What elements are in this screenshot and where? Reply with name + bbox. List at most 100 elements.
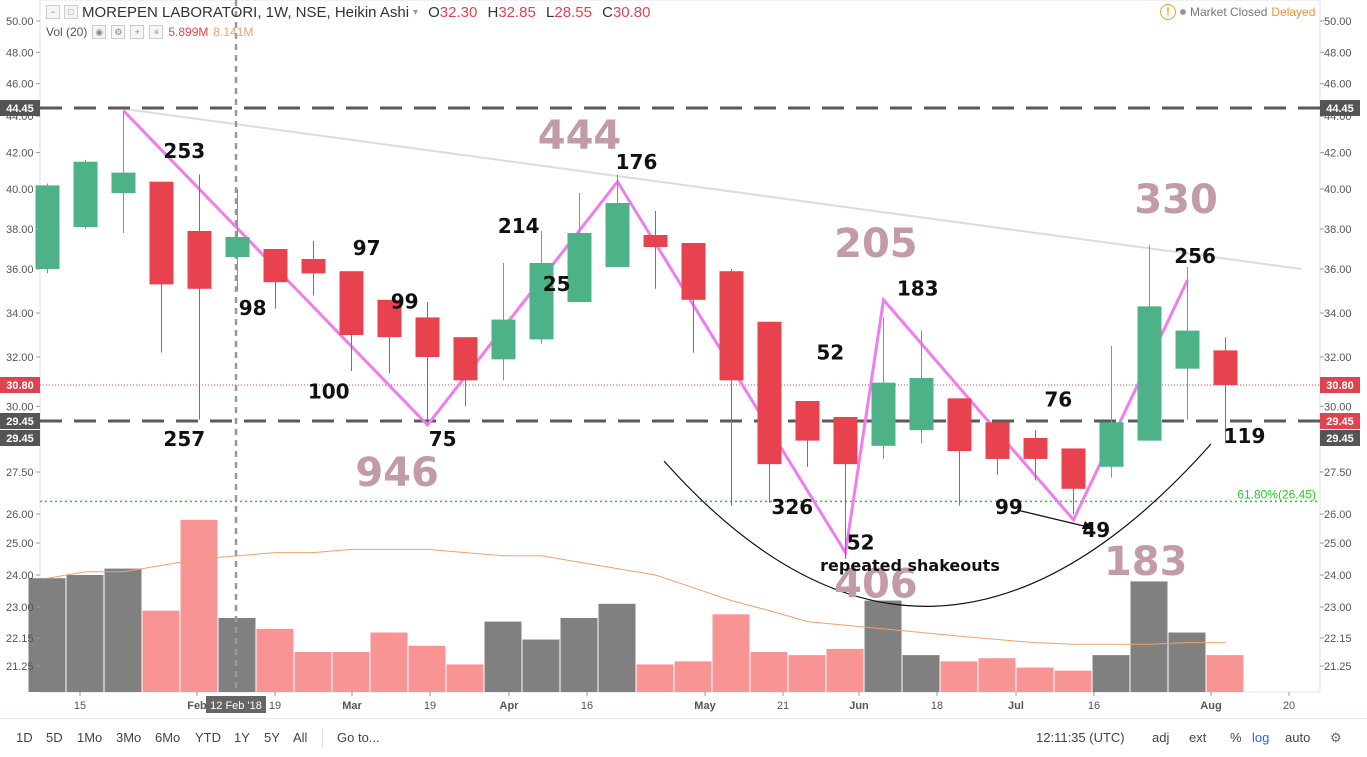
gear-icon[interactable]: ⚙ (111, 25, 126, 39)
candle-body (1061, 448, 1086, 489)
x-tick-label: Feb (187, 700, 207, 712)
volume-bar (1206, 655, 1244, 692)
volume-value-2: 8.141M (213, 25, 254, 39)
price-tick-right: 40.00 (1324, 184, 1352, 196)
candle-body (795, 401, 820, 441)
maximize-icon[interactable]: □ (64, 5, 78, 19)
volume-bar (902, 655, 940, 692)
volume-bar (674, 661, 712, 692)
volume-bar (1054, 670, 1092, 692)
volume-bar (1016, 667, 1054, 692)
range-6mo[interactable]: 6Mo (155, 730, 181, 745)
x-tick-label: Jul (1008, 700, 1024, 712)
candle-body (947, 398, 972, 452)
range-1y[interactable]: 1Y (234, 730, 250, 745)
candle-body (491, 319, 516, 360)
volume-bar (522, 639, 560, 692)
price-tick-left: 36.00 (6, 264, 34, 276)
eye-icon[interactable]: ◉ (92, 25, 107, 39)
count-label: 52 (816, 340, 844, 364)
volume-bar (978, 658, 1016, 692)
warning-icon[interactable]: ! (1160, 4, 1176, 20)
log-toggle[interactable]: log (1252, 730, 1270, 745)
ext-toggle[interactable]: ext (1189, 730, 1207, 745)
range-ytd[interactable]: YTD (195, 730, 221, 745)
goto-button[interactable]: Go to... (337, 730, 380, 745)
x-tick-label: 18 (931, 700, 943, 712)
candle-body (1099, 422, 1124, 467)
candle-body (35, 185, 60, 269)
volume-bar (1130, 581, 1168, 692)
volume-label[interactable]: Vol (20) (46, 25, 88, 39)
volume-ma-line (47, 548, 1226, 645)
range-5d[interactable]: 5D (46, 730, 63, 745)
range-all[interactable]: All (293, 730, 308, 745)
x-tick-label: 15 (74, 700, 86, 712)
candle-body (1175, 330, 1200, 369)
candle-body (643, 235, 668, 247)
volume-bar (940, 661, 978, 692)
percent-toggle[interactable]: % (1230, 730, 1242, 745)
settings-gear-icon[interactable]: ⚙ (1330, 730, 1342, 745)
candle-body (909, 378, 934, 431)
level-tag-bg (0, 430, 40, 446)
count-label: 183 (897, 276, 939, 300)
candle-body (301, 259, 326, 274)
chart-header: − □ MOREPEN LABORATORI, 1W, NSE, Heikin … (46, 2, 650, 22)
volume-legend: Vol (20) ◉ ⚙ + × 5.899M 8.141M (46, 24, 253, 40)
level-tag-bg (0, 413, 40, 429)
volume-bar (256, 628, 294, 692)
auto-toggle[interactable]: auto (1285, 730, 1311, 745)
candle-body (339, 271, 364, 335)
candle-body (985, 422, 1010, 459)
plus-icon[interactable]: + (130, 25, 145, 39)
price-tick-right: 32.00 (1324, 352, 1352, 364)
divider (322, 728, 323, 748)
price-tick-left: 27.50 (6, 467, 34, 479)
count-label: 326 (771, 495, 813, 519)
price-tick-left: 24.00 (6, 570, 34, 582)
level-tag-text: 44.45 (1326, 103, 1354, 115)
x-tick-label: 19 (269, 700, 281, 712)
price-tick-left: 26.00 (6, 509, 34, 521)
volume-bar (294, 652, 332, 692)
market-status: ! Market Closed Delayed (1160, 2, 1315, 22)
chevron-down-icon[interactable]: ▾ (413, 6, 419, 18)
range-1mo[interactable]: 1Mo (77, 730, 103, 745)
candle-body (453, 337, 478, 381)
volume-bar (712, 614, 750, 692)
range-1d[interactable]: 1D (16, 730, 33, 745)
range-3mo[interactable]: 3Mo (116, 730, 142, 745)
count-label: 25 (543, 272, 571, 296)
count-label: 49 (1082, 518, 1110, 542)
count-label: 256 (1174, 244, 1216, 268)
adj-toggle[interactable]: adj (1152, 730, 1170, 745)
volume-bar (66, 575, 104, 692)
symbol-title[interactable]: MOREPEN LABORATORI, 1W, NSE, Heikin Ashi (82, 3, 410, 21)
date-marker-bg (206, 696, 266, 713)
volume-bar (104, 568, 142, 692)
range-5y[interactable]: 5Y (264, 730, 280, 745)
level-tag-text: 29.45 (1326, 416, 1354, 428)
volume-bar (1092, 655, 1130, 692)
count-label: 214 (498, 214, 540, 238)
price-tick-left: 23.00 (6, 602, 34, 614)
collapse-icon[interactable]: − (46, 5, 60, 19)
count-label: 76 (1044, 387, 1072, 411)
level-tag-bg (1320, 413, 1360, 429)
price-tick-right: 23.00 (1324, 602, 1352, 614)
candle-body (187, 231, 212, 289)
volume-bar (142, 610, 180, 692)
status-dot-icon (1180, 9, 1186, 15)
annotation-text: repeated shakeouts (820, 556, 1000, 575)
drawings: 61.80%(26.45) (40, 0, 1320, 692)
volume-bar (484, 621, 522, 692)
date-marker-label: 12 Feb '18 (210, 700, 262, 712)
candle-body (377, 299, 402, 338)
candle-body (73, 161, 98, 227)
count-label: 97 (353, 236, 381, 260)
x-tick-label: 20 (1283, 700, 1295, 712)
close-icon[interactable]: × (149, 25, 164, 39)
